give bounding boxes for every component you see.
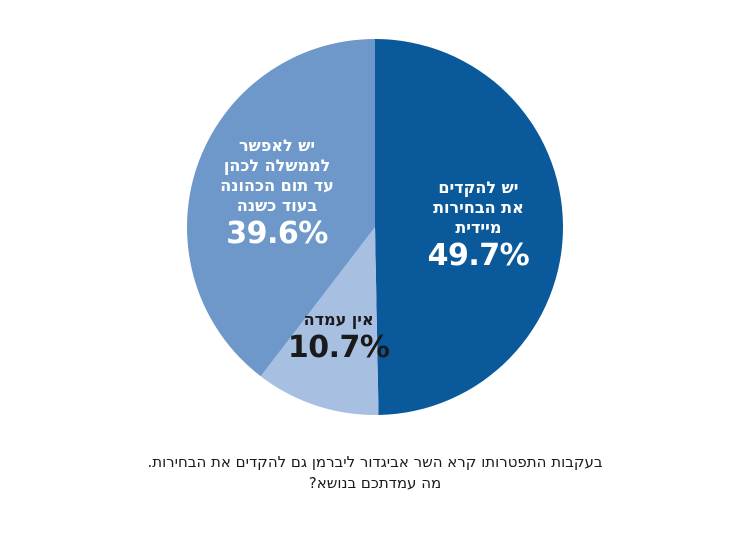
caption-line-2: מה עמדתכם בנושא? — [308, 474, 442, 492]
pie-slice-3 — [187, 39, 375, 377]
slice-label-3-line-2: לממשלה לכהן — [223, 155, 331, 175]
slice-label-1: יש להקדים את הבחירות מיידית 49.7% — [403, 178, 553, 274]
pie-slice-2 — [260, 227, 379, 416]
slice-label-3: יש לאפשר לממשלה לכהן עד תום הכהונה בעוד כשנ… — [192, 136, 362, 252]
caption-line-1: בעקבות התפטרותו קרא השר אביגדור ליברמן ג… — [147, 453, 603, 471]
slice-label-2-line-1: אין עמדה — [303, 309, 374, 329]
slice-label-1-line-1: יש להקדים — [438, 178, 519, 198]
slice-label-1-line-3: מיידית — [455, 218, 502, 238]
slice-label-3-line-1: יש לאפשר — [239, 135, 316, 155]
pie-chart — [187, 39, 564, 416]
slice-value-2: 10.7% — [287, 329, 390, 365]
slice-value-1: 49.7% — [427, 238, 530, 274]
chart-caption: בעקבות התפטרותו קרא השר אביגדור ליברמן ג… — [0, 452, 750, 494]
slice-label-1-line-2: את הבחירות — [433, 198, 524, 218]
slice-label-3-line-3: עד תום הכהונה — [220, 175, 334, 195]
pie-slice-1 — [375, 39, 564, 415]
slice-label-2: אין עמדה 10.7% — [269, 310, 409, 366]
slice-label-3-line-4: בעוד כשנה — [236, 195, 318, 215]
slice-value-3: 39.6% — [226, 215, 328, 251]
